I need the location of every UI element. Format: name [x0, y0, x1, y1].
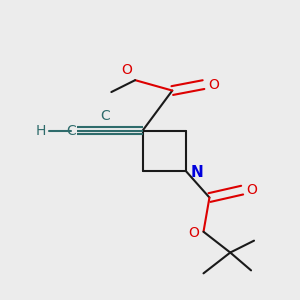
- Text: N: N: [191, 165, 204, 180]
- Text: O: O: [188, 226, 199, 240]
- Text: O: O: [247, 183, 257, 197]
- Text: O: O: [208, 78, 219, 92]
- Text: O: O: [121, 63, 132, 77]
- Text: H: H: [36, 124, 46, 138]
- Text: C: C: [66, 124, 76, 138]
- Text: C: C: [100, 109, 110, 123]
